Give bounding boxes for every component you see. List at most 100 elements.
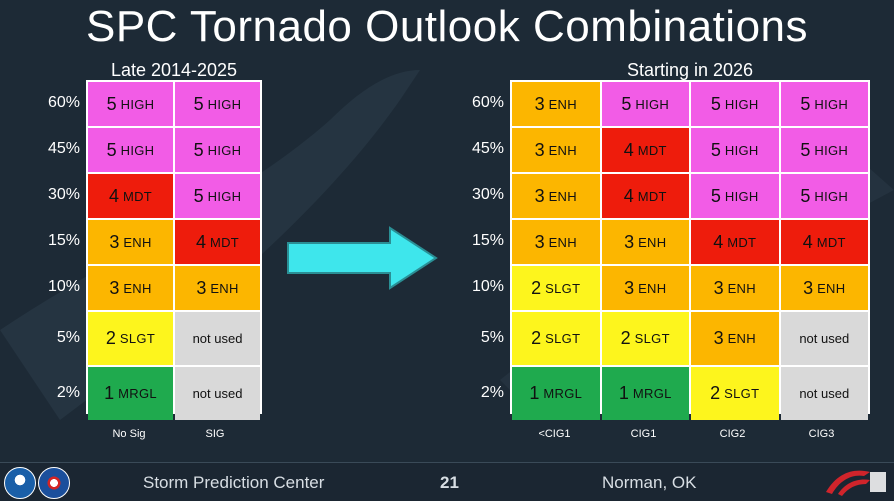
probability-row-label: 5%: [480, 328, 504, 346]
spc-logo: [826, 470, 886, 496]
risk-category-label: HIGH: [207, 96, 242, 112]
risk-category-label: MDT: [637, 188, 667, 204]
risk-level-number: 3: [534, 185, 545, 206]
outlook-cell: 5 HIGH: [88, 82, 173, 126]
risk-category-label: ENH: [548, 188, 577, 204]
risk-level-number: 5: [710, 93, 721, 114]
outlook-cell: 5 HIGH: [601, 82, 689, 126]
risk-level-number: 5: [800, 139, 811, 160]
outlook-cell: 3 ENH: [512, 82, 600, 126]
risk-level-number: 2: [105, 328, 116, 348]
risk-category-label: HIGH: [120, 96, 155, 112]
risk-category-label: MDT: [122, 188, 153, 204]
outlook-cell: 2 SLGT: [601, 312, 689, 365]
outlook-cell: 5 HIGH: [780, 82, 868, 126]
probability-row-label: 10%: [47, 278, 80, 295]
outlook-cell: 1 MRGL: [601, 367, 689, 420]
not-used-label: not used: [799, 386, 850, 401]
risk-level-number: 4: [623, 139, 634, 160]
risk-category-label: MRGL: [632, 386, 672, 401]
page-title: SPC Tornado Outlook Combinations: [85, 2, 809, 51]
probability-row-label: 45%: [471, 140, 504, 157]
outlook-cell: 3 ENH: [512, 128, 600, 172]
risk-level-number: 5: [193, 93, 204, 114]
risk-level-number: 3: [624, 277, 635, 298]
risk-level-number: 2: [620, 328, 631, 348]
risk-level-number: 5: [106, 139, 117, 160]
right-table-subtitle: Starting in 2026: [626, 60, 754, 80]
risk-level-number: 1: [529, 383, 540, 403]
risk-level-number: 3: [109, 277, 120, 298]
risk-level-number: 1: [104, 383, 115, 403]
risk-level-number: 5: [193, 139, 204, 160]
risk-category-label: MDT: [727, 234, 757, 250]
risk-category-label: HIGH: [724, 188, 759, 204]
left-outlook-grid: 5 HIGH 5 HIGH 5 HIGH 5 HIGH 4 MDT 5 HIGH 3 ENH 4 MDT 3 EN…: [86, 80, 262, 420]
risk-category-label: SLGT: [119, 331, 156, 346]
outlook-cell: 5 HIGH: [175, 174, 260, 218]
outlook-cell: 3 ENH: [512, 220, 600, 264]
risk-category-label: ENH: [727, 280, 756, 296]
outlook-cell: 3 ENH: [88, 266, 173, 310]
risk-level-number: 3: [713, 277, 724, 298]
risk-category-label: ENH: [638, 280, 667, 296]
column-label: SIG: [205, 428, 225, 440]
risk-category-label: SLGT: [545, 331, 581, 346]
not-used-label: not used: [192, 331, 243, 346]
risk-category-label: ENH: [210, 280, 239, 296]
risk-category-label: MRGL: [543, 386, 583, 401]
probability-row-label: 30%: [47, 186, 80, 203]
outlook-cell: 3 ENH: [88, 220, 173, 264]
risk-category-label: MDT: [209, 234, 240, 250]
risk-level-number: 5: [106, 93, 117, 114]
column-label: No Sig: [112, 428, 146, 440]
risk-category-label: HIGH: [120, 142, 155, 158]
outlook-cell: 2 SLGT: [88, 312, 173, 365]
outlook-cell: 3 ENH: [601, 220, 689, 264]
outlook-cell: 5 HIGH: [780, 128, 868, 172]
outlook-cell: 1 MRGL: [512, 367, 600, 420]
probability-row-label: 60%: [47, 94, 80, 111]
risk-level-number: 5: [710, 139, 721, 160]
outlook-cell: 5 HIGH: [691, 82, 779, 126]
not-used-label: not used: [192, 386, 243, 401]
probability-row-label: 45%: [47, 140, 80, 157]
left-table-subtitle: Late 2014-2025: [110, 60, 238, 80]
risk-category-label: HIGH: [814, 96, 849, 112]
page-number: 21: [440, 473, 459, 492]
risk-level-number: 2: [531, 328, 542, 348]
risk-level-number: 5: [800, 93, 811, 114]
outlook-cell: 4 MDT: [88, 174, 173, 218]
column-label: CIG2: [719, 428, 746, 440]
footer-location: Norman, OK: [602, 473, 697, 492]
outlook-cell: 3 ENH: [780, 266, 868, 310]
arrow-right-icon: [287, 226, 438, 290]
risk-level-number: 2: [710, 383, 721, 403]
risk-level-number: 5: [193, 185, 204, 206]
risk-level-number: 3: [534, 139, 545, 160]
risk-level-number: 4: [623, 185, 634, 206]
outlook-cell: not used: [175, 312, 260, 365]
column-label: <CIG1: [538, 428, 571, 440]
right-outlook-grid: 3 ENH 5 HIGH 5 HIGH 5 HIGH 3 ENH 4 MDT 5 HIGH 5 HIGH 3 EN…: [510, 80, 870, 420]
risk-category-label: ENH: [548, 142, 577, 158]
probability-row-label: 15%: [47, 232, 80, 249]
risk-category-label: MDT: [816, 234, 846, 250]
outlook-cell: 4 MDT: [691, 220, 779, 264]
risk-level-number: 5: [621, 93, 632, 114]
probability-row-label: 15%: [471, 232, 504, 249]
probability-row-label: 60%: [471, 94, 504, 111]
risk-category-label: SLGT: [724, 386, 760, 401]
outlook-cell: 3 ENH: [512, 174, 600, 218]
risk-category-label: ENH: [548, 234, 577, 250]
outlook-cell: 5 HIGH: [175, 128, 260, 172]
outlook-cell: 4 MDT: [175, 220, 260, 264]
outlook-cell: not used: [780, 312, 868, 365]
outlook-cell: 1 MRGL: [88, 367, 173, 420]
risk-category-label: MDT: [637, 142, 667, 158]
risk-level-number: 3: [196, 277, 207, 298]
outlook-cell: 5 HIGH: [691, 128, 779, 172]
risk-level-number: 3: [534, 231, 545, 252]
risk-category-label: ENH: [123, 234, 152, 250]
probability-row-label: 2%: [480, 383, 504, 401]
